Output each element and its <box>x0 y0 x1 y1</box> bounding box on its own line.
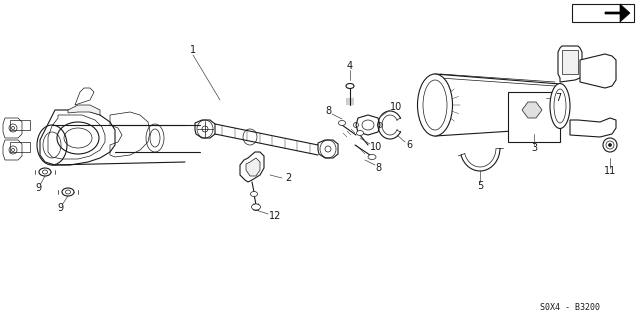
Polygon shape <box>68 105 100 115</box>
Text: 8: 8 <box>325 106 331 116</box>
Ellipse shape <box>39 168 51 176</box>
Text: 10: 10 <box>390 102 402 112</box>
Text: 4: 4 <box>347 61 353 71</box>
Text: FR.: FR. <box>578 8 598 18</box>
Polygon shape <box>580 54 616 88</box>
Ellipse shape <box>356 131 364 135</box>
Polygon shape <box>605 4 630 22</box>
Polygon shape <box>562 50 578 74</box>
Polygon shape <box>558 46 582 82</box>
Text: 6: 6 <box>406 140 412 150</box>
Polygon shape <box>10 120 30 130</box>
Ellipse shape <box>423 80 447 130</box>
Polygon shape <box>522 102 542 118</box>
Polygon shape <box>10 142 30 152</box>
Text: 2: 2 <box>285 173 291 183</box>
Text: 7: 7 <box>555 93 561 103</box>
Ellipse shape <box>368 155 376 159</box>
Polygon shape <box>240 152 264 182</box>
Ellipse shape <box>339 121 346 125</box>
Text: 11: 11 <box>604 166 616 176</box>
Bar <box>572 4 634 22</box>
Ellipse shape <box>609 143 611 147</box>
Text: 1: 1 <box>190 45 196 55</box>
Text: 9: 9 <box>57 203 63 213</box>
Polygon shape <box>570 118 616 137</box>
Text: 10: 10 <box>370 142 382 152</box>
Ellipse shape <box>346 84 354 89</box>
Text: S0X4 - B3200: S0X4 - B3200 <box>540 303 600 312</box>
Text: 8: 8 <box>375 163 381 173</box>
Text: 3: 3 <box>531 143 537 153</box>
Ellipse shape <box>62 188 74 196</box>
Text: 5: 5 <box>477 181 483 191</box>
Ellipse shape <box>417 74 452 136</box>
Ellipse shape <box>550 84 570 129</box>
Ellipse shape <box>252 204 260 210</box>
Polygon shape <box>246 158 260 176</box>
Text: 12: 12 <box>269 211 281 221</box>
Bar <box>508 92 560 142</box>
Ellipse shape <box>250 191 257 196</box>
Text: 9: 9 <box>35 183 41 193</box>
Ellipse shape <box>603 138 617 152</box>
